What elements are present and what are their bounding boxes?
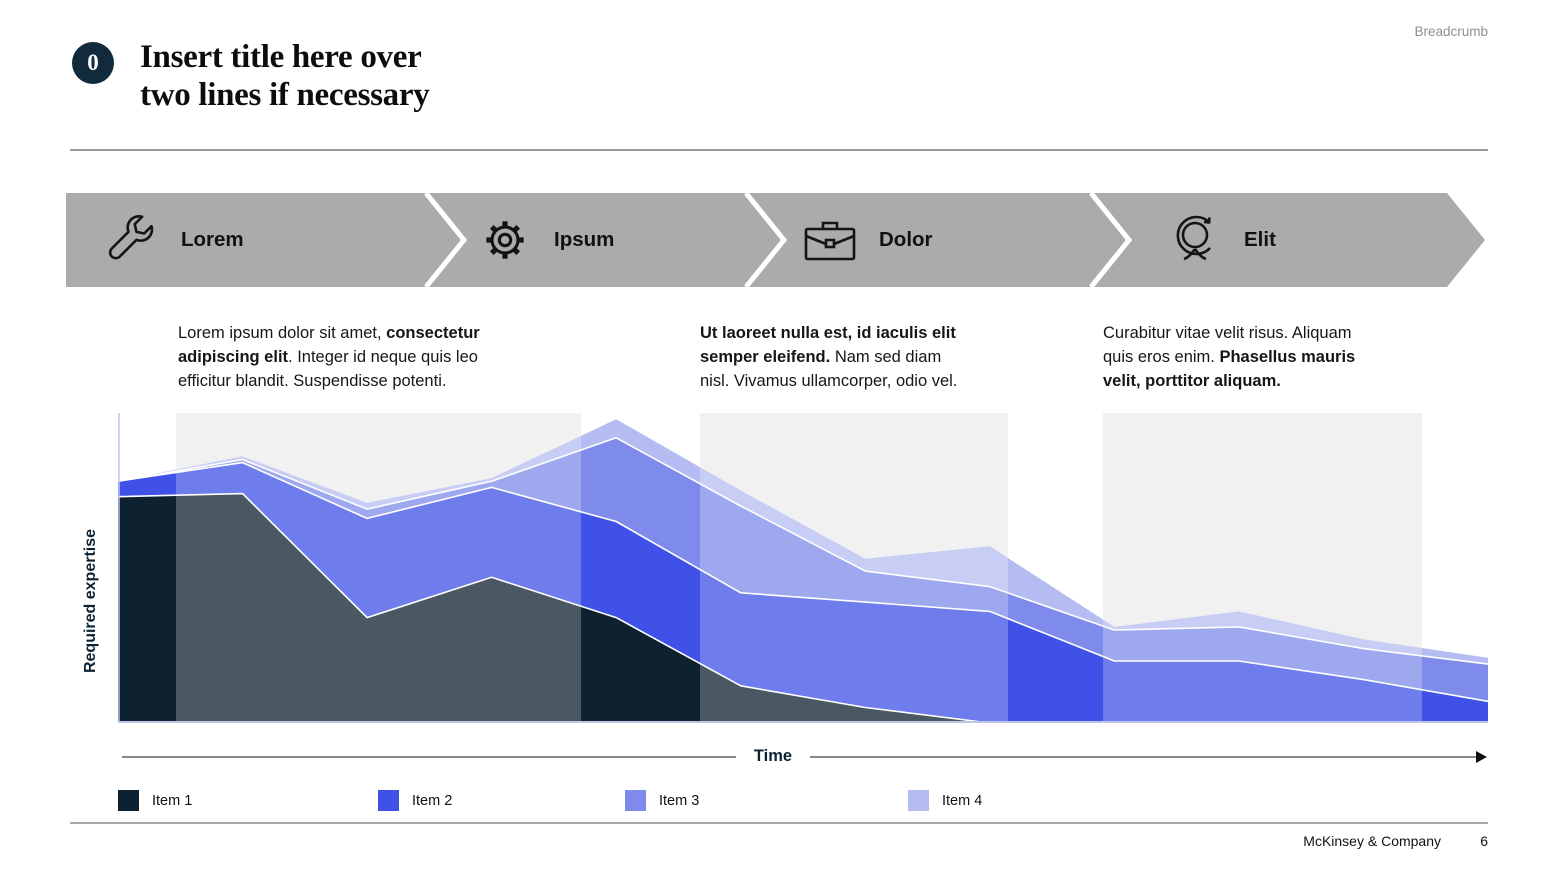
x-axis-line [810,756,1478,758]
legend-swatch [625,790,646,811]
process-step-lorem: Lorem [105,193,244,287]
x-axis-line [122,756,736,758]
briefcase-icon [804,221,856,261]
globe-icon [1176,215,1211,261]
legend-label: Item 2 [412,792,453,809]
x-axis-label: Time [753,747,793,765]
gear-icon [486,221,524,259]
legend-item: Item 2 [378,790,452,811]
legend-item: Item 4 [908,790,982,811]
chevron-separator-icon [424,193,468,287]
legend-label: Item 1 [152,792,193,809]
description-column-1: Lorem ipsum dolor sit amet, consectetur a… [178,324,480,390]
wrench-icon [108,215,154,260]
footer-page-number: 6 [1480,833,1488,849]
description-column-3: Curabitur vitae velit risus. Aliquam quis… [1103,324,1356,390]
process-bar [66,193,1485,287]
title-divider [70,149,1488,151]
page-title: Insert title here over two lines if nece… [140,38,430,114]
legend-swatch [118,790,139,811]
footer-company: McKinsey & Company [1303,833,1441,849]
legend-item: Item 3 [625,790,699,811]
process-step-label: Dolor [879,228,933,251]
process-step-label: Ipsum [554,228,615,251]
stacked-area-chart [118,413,1488,723]
page-title-line1: Insert title here over [140,39,422,75]
process-bar-shape [66,193,1485,287]
process-step-label: Lorem [181,228,244,251]
chevron-separator-icon [1089,193,1133,287]
process-step-ipsum: Ipsum [478,193,614,287]
legend-item: Item 1 [118,790,192,811]
description-column-2: Ut laoreet nulla est, id iaculis elit sem… [700,324,958,390]
x-axis-arrow-icon [1476,751,1487,763]
legend-label: Item 4 [942,792,983,809]
process-step-elit: Elit [1168,193,1276,287]
y-axis-label: Required expertise [82,528,99,674]
legend-swatch [908,790,929,811]
title-badge: 0 [72,42,114,84]
legend-label: Item 3 [659,792,700,809]
breadcrumb: Breadcrumb [1414,24,1488,39]
chevron-separator-icon [744,193,788,287]
legend-swatch [378,790,399,811]
process-step-label: Elit [1244,228,1276,251]
footer-divider [70,822,1488,824]
page-title-line2: two lines if necessary [140,77,430,113]
process-step-dolor: Dolor [803,193,933,287]
